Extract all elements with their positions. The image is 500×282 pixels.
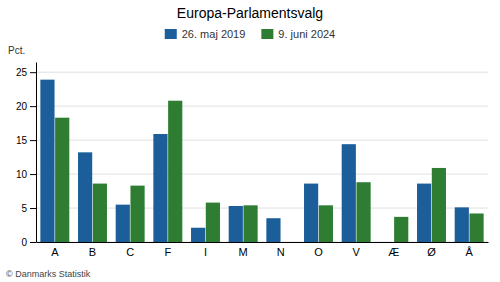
title: Europa-Parlamentsvalg: [177, 5, 323, 21]
bar: [40, 80, 54, 242]
x-tick: A: [51, 246, 59, 258]
x-tick-label: C: [126, 246, 134, 258]
x-tick-label: I: [204, 246, 207, 258]
bar: [455, 207, 469, 242]
x-tick-label: F: [164, 246, 171, 258]
x-tick: F: [164, 246, 171, 258]
grid: [36, 72, 488, 242]
y-tick-label: 5: [21, 203, 27, 214]
x-axis-line: [37, 242, 489, 243]
y-tick-mark: [30, 72, 36, 73]
grid-line: [36, 106, 488, 107]
bar-series: [40, 80, 469, 242]
x-tick: N: [277, 246, 285, 258]
bar: [206, 203, 220, 242]
bar-series: [55, 101, 484, 242]
x-tick-label: A: [51, 246, 59, 258]
bar: [356, 182, 370, 242]
x-tick: Ø: [427, 246, 436, 258]
x-tick-label: Å: [465, 246, 473, 258]
y-tick-mark: [30, 140, 36, 141]
legend-item: 9. juni 2024: [261, 28, 335, 40]
grid-line: [36, 72, 488, 73]
bar: [379, 242, 393, 243]
y-axis: 0 5 10 15 20 25: [16, 63, 37, 248]
bar: [243, 205, 257, 242]
x-tick-label: M: [239, 246, 248, 258]
x-tick: V: [352, 246, 360, 258]
bar: [469, 213, 483, 242]
y-tick-label: 15: [16, 135, 28, 146]
x-tick: C: [126, 246, 134, 258]
y-tick-label: 25: [16, 67, 28, 78]
x-tick: O: [314, 246, 323, 258]
x-tick-label: Æ: [388, 246, 399, 258]
x-tick-label: O: [314, 246, 323, 258]
y-tick-label: 20: [16, 101, 28, 112]
legend-label: 9. juni 2024: [278, 28, 335, 40]
legend-swatch: [165, 29, 177, 39]
x-tick-label: V: [352, 246, 360, 258]
y-tick-mark: [30, 174, 36, 175]
bar: [229, 206, 243, 242]
y-tick: 15: [16, 135, 36, 146]
y-axis-label: Pct.: [8, 45, 25, 56]
bar: [394, 217, 408, 242]
x-tick: Å: [465, 246, 473, 258]
legend-label: 26. maj 2019: [182, 28, 246, 40]
bar: [191, 228, 205, 242]
x-tick-label: N: [277, 246, 285, 258]
y-tick: 10: [16, 169, 36, 180]
legend-swatch: [261, 29, 273, 39]
bar: [93, 184, 107, 242]
bar: [130, 186, 144, 242]
bar: [78, 152, 92, 242]
bars: [40, 80, 483, 242]
x-tick-label: Ø: [427, 246, 436, 258]
legend-item: 26. maj 2019: [165, 28, 246, 40]
y-tick: 5: [21, 203, 36, 214]
bar: [168, 101, 182, 242]
y-tick-mark: [30, 106, 36, 107]
bar: [417, 184, 431, 242]
bar: [116, 205, 130, 242]
y-tick: 0: [21, 237, 36, 248]
bar: [153, 134, 167, 242]
x-tick-label: B: [89, 246, 96, 258]
y-tick-mark: [30, 208, 36, 209]
bar: [281, 242, 295, 243]
x-tick: I: [204, 246, 207, 258]
bar: [304, 184, 318, 242]
legend: 26. maj 2019 9. juni 2024: [165, 28, 336, 40]
y-tick-mark: [30, 242, 36, 243]
y-tick-label: 10: [16, 169, 28, 180]
grid-line: [36, 174, 488, 175]
x-tick: M: [239, 246, 248, 258]
x-tick: Æ: [388, 246, 399, 258]
footer: © Danmarks Statistik: [6, 269, 91, 279]
y-tick: 25: [16, 67, 36, 78]
y-tick-label: 0: [21, 237, 27, 248]
chart-svg: Europa-Parlamentsvalg 26. maj 2019 9. juni…: [0, 0, 500, 282]
bar: [266, 218, 280, 242]
bar: [55, 118, 69, 242]
y-axis-line: [36, 63, 37, 243]
bar: [342, 144, 356, 242]
bar: [432, 168, 446, 242]
grid-line: [36, 140, 488, 141]
y-tick: 20: [16, 101, 36, 112]
x-tick: B: [89, 246, 96, 258]
chart-container: Europa-Parlamentsvalg 26. maj 2019 9. juni…: [0, 0, 500, 282]
x-axis: ABCFIMNOVÆØÅ: [37, 243, 489, 258]
bar: [319, 205, 333, 242]
